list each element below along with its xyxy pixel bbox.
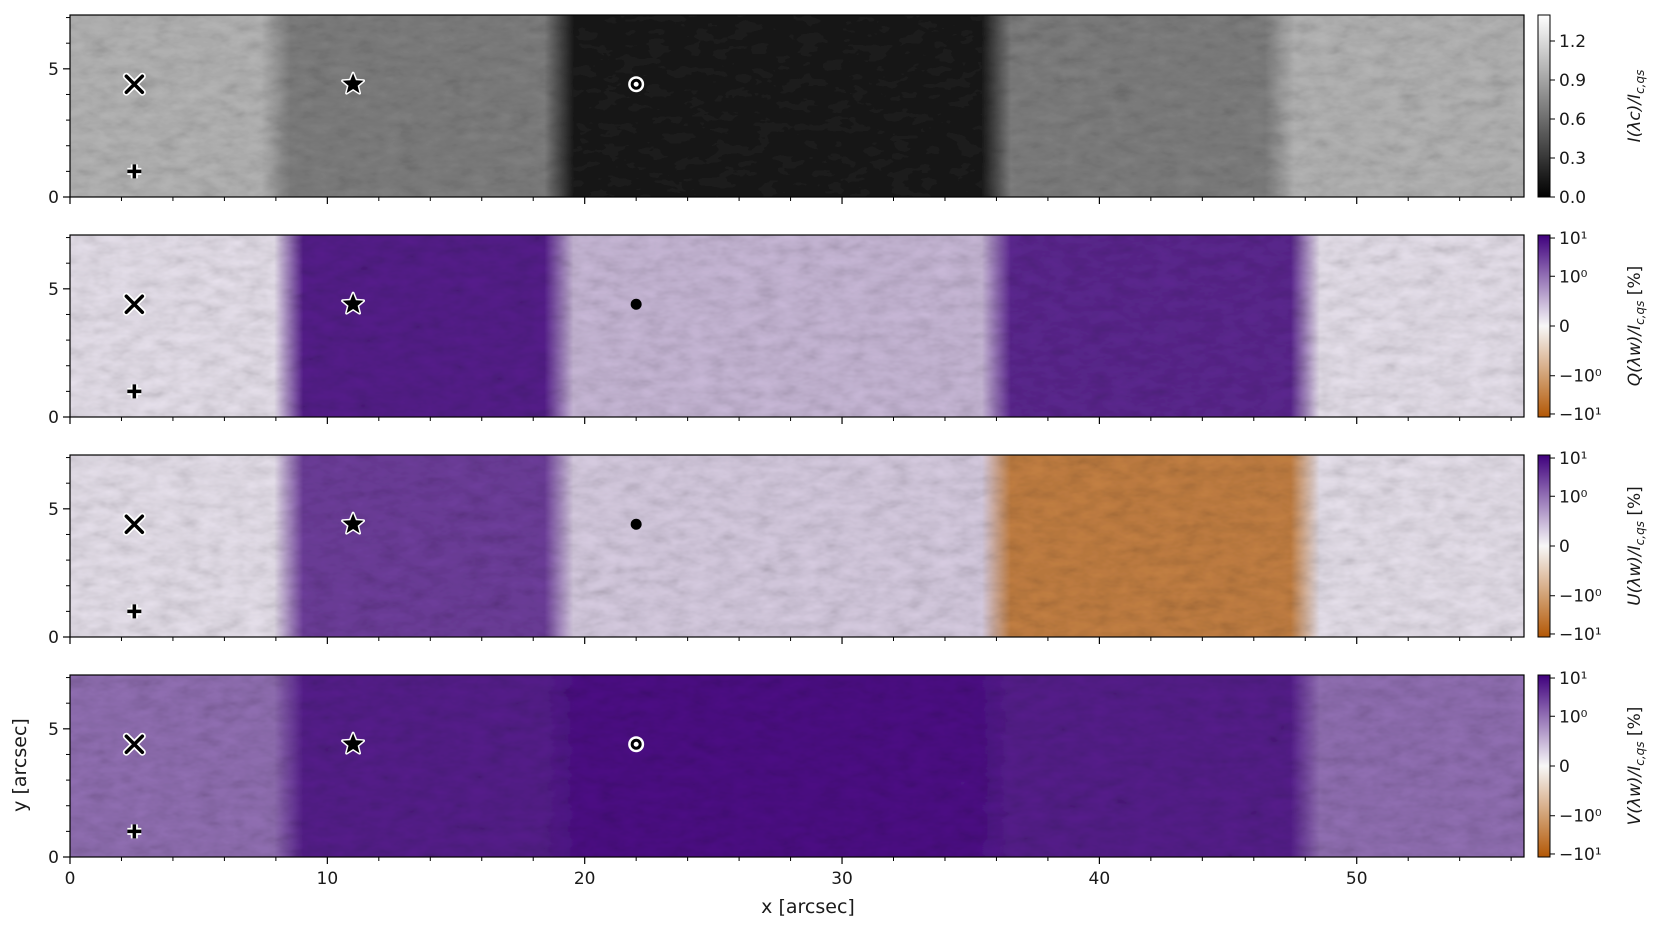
colorbar-tick-label: 0.6 <box>1559 110 1586 130</box>
panel-I-image <box>70 15 1524 197</box>
panel-U-frame <box>69 454 1525 638</box>
colorbar-tick-label: 10⁰ <box>1559 487 1588 507</box>
colorbar-tick-label: 10⁰ <box>1559 707 1588 727</box>
y-tick-label: 0 <box>48 848 59 868</box>
colorbar-tick-label: 1.2 <box>1559 32 1586 52</box>
panel-Q-image <box>70 235 1524 417</box>
x-tick-label: 30 <box>831 869 853 889</box>
colorbar-label-main: U(λw)/I <box>1625 545 1645 605</box>
x-tick-label: 40 <box>1089 869 1111 889</box>
colorbar-tick-label: −10⁰ <box>1559 807 1602 827</box>
colorbar-tick-label: 0 <box>1559 757 1570 777</box>
marker-x <box>122 732 146 756</box>
y-tick-label: 5 <box>48 280 59 300</box>
panel-V-frame <box>69 674 1525 858</box>
marker-plus <box>127 164 142 179</box>
colorbar-I: 0.0 0.3 0.6 0.9 1.2 I(λc)/Ic,qs <box>1537 14 1647 208</box>
colorbar-label-sub: c,qs <box>1633 741 1647 765</box>
colorbar-label-V: V(λw)/Ic,qs [%] <box>1625 707 1647 826</box>
colorbar-gradient <box>1537 674 1551 858</box>
x-axis-label: x [arcsec] <box>761 896 855 918</box>
marker-plus <box>127 604 142 619</box>
panel-V-image <box>70 675 1524 857</box>
x-tick-label: 10 <box>317 869 339 889</box>
x-tick-label: 20 <box>574 869 596 889</box>
y-tick-label: 5 <box>48 720 59 740</box>
colorbar-label-Q: Q(λw)/Ic,qs [%] <box>1625 266 1647 386</box>
panel-V: 0 10 20 30 40 50 0 5 10¹ 10⁰ 0 −10⁰ −10¹ V(λw)/Ic,qs … <box>48 669 1647 889</box>
colorbar-tick-label: 10¹ <box>1559 449 1587 469</box>
colorbar-gradient <box>1537 234 1551 418</box>
marker-star <box>341 511 365 535</box>
marker-circle <box>630 518 642 530</box>
colorbar-Q: 10¹ 10⁰ 0 −10⁰ −10¹ Q(λw)/Ic,qs [%] <box>1537 229 1647 425</box>
colorbar-tick-label: 10¹ <box>1559 229 1587 249</box>
marker-star <box>341 731 365 755</box>
y-tick-label: 0 <box>48 628 59 648</box>
colorbar-label-sub: c,qs <box>1633 301 1647 325</box>
colorbar-tick-label: 0.3 <box>1559 149 1586 169</box>
x-tick-label: 50 <box>1346 869 1368 889</box>
colorbar-tick-label: −10⁰ <box>1559 367 1602 387</box>
marker-circle <box>628 76 645 93</box>
y-tick-label: 5 <box>48 60 59 80</box>
marker-plus <box>127 824 142 839</box>
panel-Q: 0 5 10¹ 10⁰ 0 −10⁰ −10¹ Q(λw)/Ic,qs [%] <box>48 229 1647 428</box>
colorbar-tick-label: 0.9 <box>1559 71 1586 91</box>
colorbar-label-main: Q(λw)/I <box>1625 325 1645 386</box>
marker-star <box>341 291 365 315</box>
panel-I: 0 5 0.0 0.3 0.6 0.9 1.2 I(λc)/Ic,qs <box>48 14 1647 208</box>
panel-I-frame <box>69 14 1525 198</box>
colorbar-tick-label: 0 <box>1559 537 1570 557</box>
marker-circle <box>628 736 645 753</box>
marker-circle <box>630 298 642 310</box>
colorbar-label-sub: c,qs <box>1633 70 1647 94</box>
colorbar-label-suffix: [%] <box>1625 486 1645 521</box>
colorbar-label-main: I(λc)/I <box>1625 94 1645 142</box>
x-tick-label: 0 <box>65 869 76 889</box>
colorbar-label-I: I(λc)/Ic,qs <box>1625 70 1647 143</box>
colorbar-tick-label: 10⁰ <box>1559 267 1588 287</box>
colorbar-tick-label: 0.0 <box>1559 188 1586 208</box>
colorbar-tick-label: −10⁰ <box>1559 587 1602 607</box>
colorbar-tick-label: −10¹ <box>1559 625 1602 645</box>
panels-layer: 050.00.30.60.91.2I(λc)/Ic,qs0510¹10⁰0−10… <box>48 14 1647 889</box>
y-tick-label: 0 <box>48 408 59 428</box>
marker-x <box>122 72 146 96</box>
marker-star <box>341 71 365 95</box>
y-axis-label: y [arcsec] <box>9 718 31 812</box>
marker-x <box>122 512 146 536</box>
colorbar-tick-label: −10¹ <box>1559 405 1602 425</box>
marker-x <box>122 292 146 316</box>
panel-U-image <box>70 455 1524 637</box>
colorbar-label-suffix: [%] <box>1625 707 1645 742</box>
y-tick-label: 0 <box>48 188 59 208</box>
y-tick-label: 5 <box>48 500 59 520</box>
marker-plus <box>127 384 142 399</box>
colorbar-tick-label: 10¹ <box>1559 669 1587 689</box>
colorbar-label-U: U(λw)/Ic,qs [%] <box>1625 486 1647 606</box>
colorbar-gradient <box>1537 454 1551 638</box>
colorbar-tick-label: 0 <box>1559 317 1570 337</box>
panel-U: 0 5 10¹ 10⁰ 0 −10⁰ −10¹ U(λw)/Ic,qs [%] <box>48 449 1647 648</box>
colorbar-label-suffix: [%] <box>1625 266 1645 301</box>
colorbar-U: 10¹ 10⁰ 0 −10⁰ −10¹ U(λw)/Ic,qs [%] <box>1537 449 1647 645</box>
colorbar-V: 10¹ 10⁰ 0 −10⁰ −10¹ V(λw)/Ic,qs [%] <box>1537 669 1647 865</box>
colorbar-label-main: V(λw)/I <box>1625 766 1645 826</box>
colorbar-gradient <box>1537 14 1551 198</box>
panel-Q-frame <box>69 234 1525 418</box>
colorbar-tick-label: −10¹ <box>1559 845 1602 865</box>
colorbar-label-sub: c,qs <box>1633 521 1647 545</box>
